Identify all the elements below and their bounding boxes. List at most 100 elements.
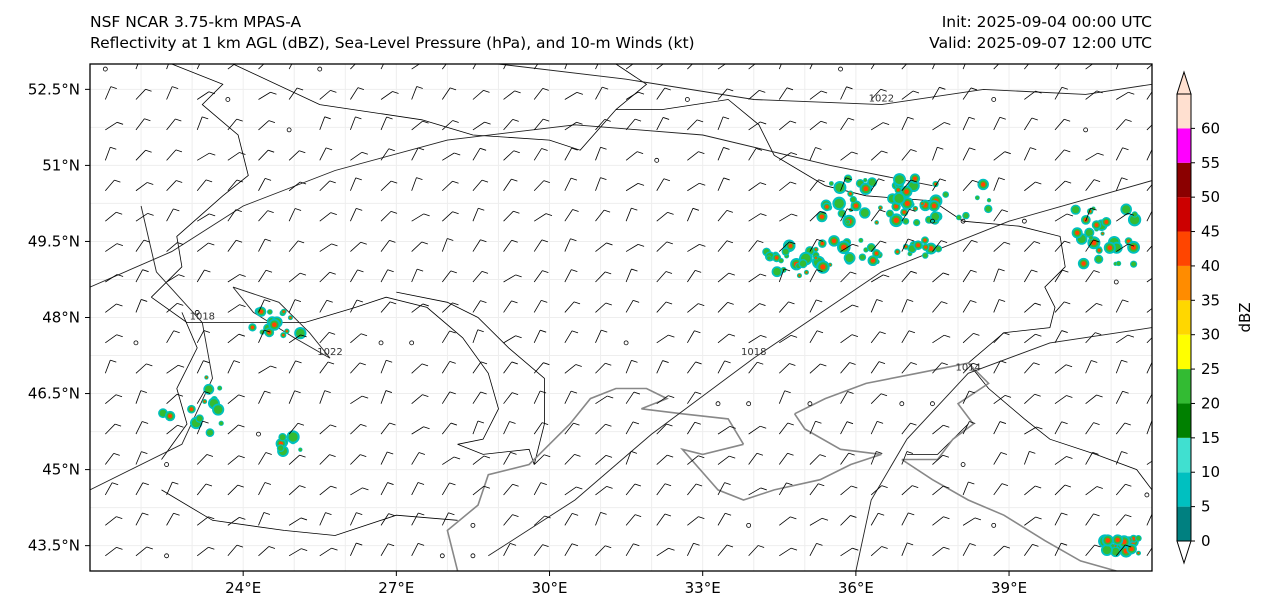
wind-barb <box>176 393 184 397</box>
wind-barb <box>993 360 1001 374</box>
echo-cell <box>846 220 850 224</box>
lat-tick-label: 45°N <box>42 461 80 479</box>
wind-barb <box>227 118 238 131</box>
echo-cell <box>943 192 949 197</box>
wind-barb <box>726 240 734 244</box>
wind-barb <box>1085 64 1094 70</box>
wind-barb <box>1115 451 1122 465</box>
wind-barb <box>357 87 365 91</box>
wind-barb <box>166 274 179 283</box>
wind-barb <box>1146 210 1152 222</box>
wind-barb <box>503 119 514 131</box>
wind-barb <box>1146 307 1152 313</box>
wind-barb <box>147 182 154 185</box>
wind-barb <box>595 512 601 526</box>
wind-barb <box>1121 177 1128 181</box>
wind-barb <box>423 426 430 430</box>
wind-barb <box>361 151 368 155</box>
wind-barb <box>687 303 699 313</box>
wind-barb <box>356 512 363 516</box>
wind-barb <box>940 240 948 243</box>
echo-core <box>904 200 910 207</box>
wind-barb <box>760 273 767 277</box>
wind-barb <box>539 390 547 394</box>
wind-barb <box>411 120 423 131</box>
wind-barb <box>330 90 337 93</box>
wind-barb <box>1121 56 1127 58</box>
wind-barb <box>901 179 912 192</box>
wind-barb <box>196 269 205 283</box>
wind-barb <box>910 149 917 152</box>
wind-barb <box>542 88 549 91</box>
wind-barb <box>852 243 859 247</box>
lon-tick-label: 27°E <box>378 579 414 597</box>
wind-barb <box>779 334 792 344</box>
wind-barb <box>503 150 515 161</box>
wind-barb <box>141 56 147 58</box>
colorbar: 0 5 10 15 20 25 30 35 40 45 50 55 60 dBZ <box>1176 70 1254 565</box>
wind-barb <box>350 151 363 161</box>
wind-barb <box>238 394 245 398</box>
echo-core <box>819 214 825 219</box>
wind-barb <box>166 303 178 313</box>
lon-tick-label: 30°E <box>531 579 567 597</box>
wind-barb <box>441 391 451 404</box>
wind-barb <box>329 454 336 457</box>
wind-barb <box>778 422 789 435</box>
wind-barb <box>1064 149 1071 153</box>
wind-barb <box>288 390 295 404</box>
wind-barb <box>1155 88 1161 90</box>
wind-barb <box>901 149 911 161</box>
wind-barb <box>748 361 758 374</box>
wind-barb <box>264 299 271 303</box>
wind-barb <box>595 147 601 161</box>
wind-barb <box>942 272 950 276</box>
wind-barb <box>778 87 788 100</box>
wind-barb <box>666 423 673 427</box>
wind-barb <box>533 239 543 252</box>
wind-barb <box>203 360 210 364</box>
wind-barb <box>411 241 423 252</box>
calm-marker <box>439 553 445 559</box>
wind-barb <box>172 86 179 90</box>
wind-barb <box>815 147 822 150</box>
wind-barb <box>227 304 240 313</box>
wind-barb <box>726 544 734 548</box>
wind-barb <box>606 242 613 246</box>
wind-barb <box>848 117 855 121</box>
wind-barb <box>1146 547 1152 557</box>
wind-barb <box>441 482 450 496</box>
wind-barb <box>105 179 115 192</box>
wind-barb <box>1024 516 1036 526</box>
wind-barb <box>635 514 642 518</box>
border-line <box>151 296 499 445</box>
echo-cell <box>887 210 893 217</box>
border-line <box>161 489 458 536</box>
wind-barb <box>380 301 391 313</box>
wind-barb <box>258 238 266 252</box>
wind-barb <box>197 213 210 222</box>
wind-barb <box>912 485 919 488</box>
wind-barb <box>1054 512 1062 526</box>
wind-barb <box>907 116 914 120</box>
wind-barb <box>472 271 483 283</box>
wind-barb <box>1024 117 1033 131</box>
wind-barb <box>327 361 335 365</box>
wind-barb <box>656 454 668 465</box>
wind-barb <box>503 543 511 556</box>
wind-barb <box>503 361 513 374</box>
echo-cell <box>859 238 863 243</box>
wind-barb <box>816 239 823 242</box>
wind-barb <box>595 362 606 374</box>
wind-barb <box>879 209 886 213</box>
wind-barb <box>265 269 273 273</box>
echo-cell <box>956 215 961 220</box>
wind-barb <box>850 515 857 518</box>
wind-barb <box>176 180 183 183</box>
wind-barb <box>1124 422 1131 426</box>
colorbar-segment <box>1177 94 1191 129</box>
wind-barb <box>515 274 522 278</box>
wind-barb <box>699 243 706 247</box>
wind-barb <box>633 391 641 395</box>
wind-barb <box>449 87 457 91</box>
